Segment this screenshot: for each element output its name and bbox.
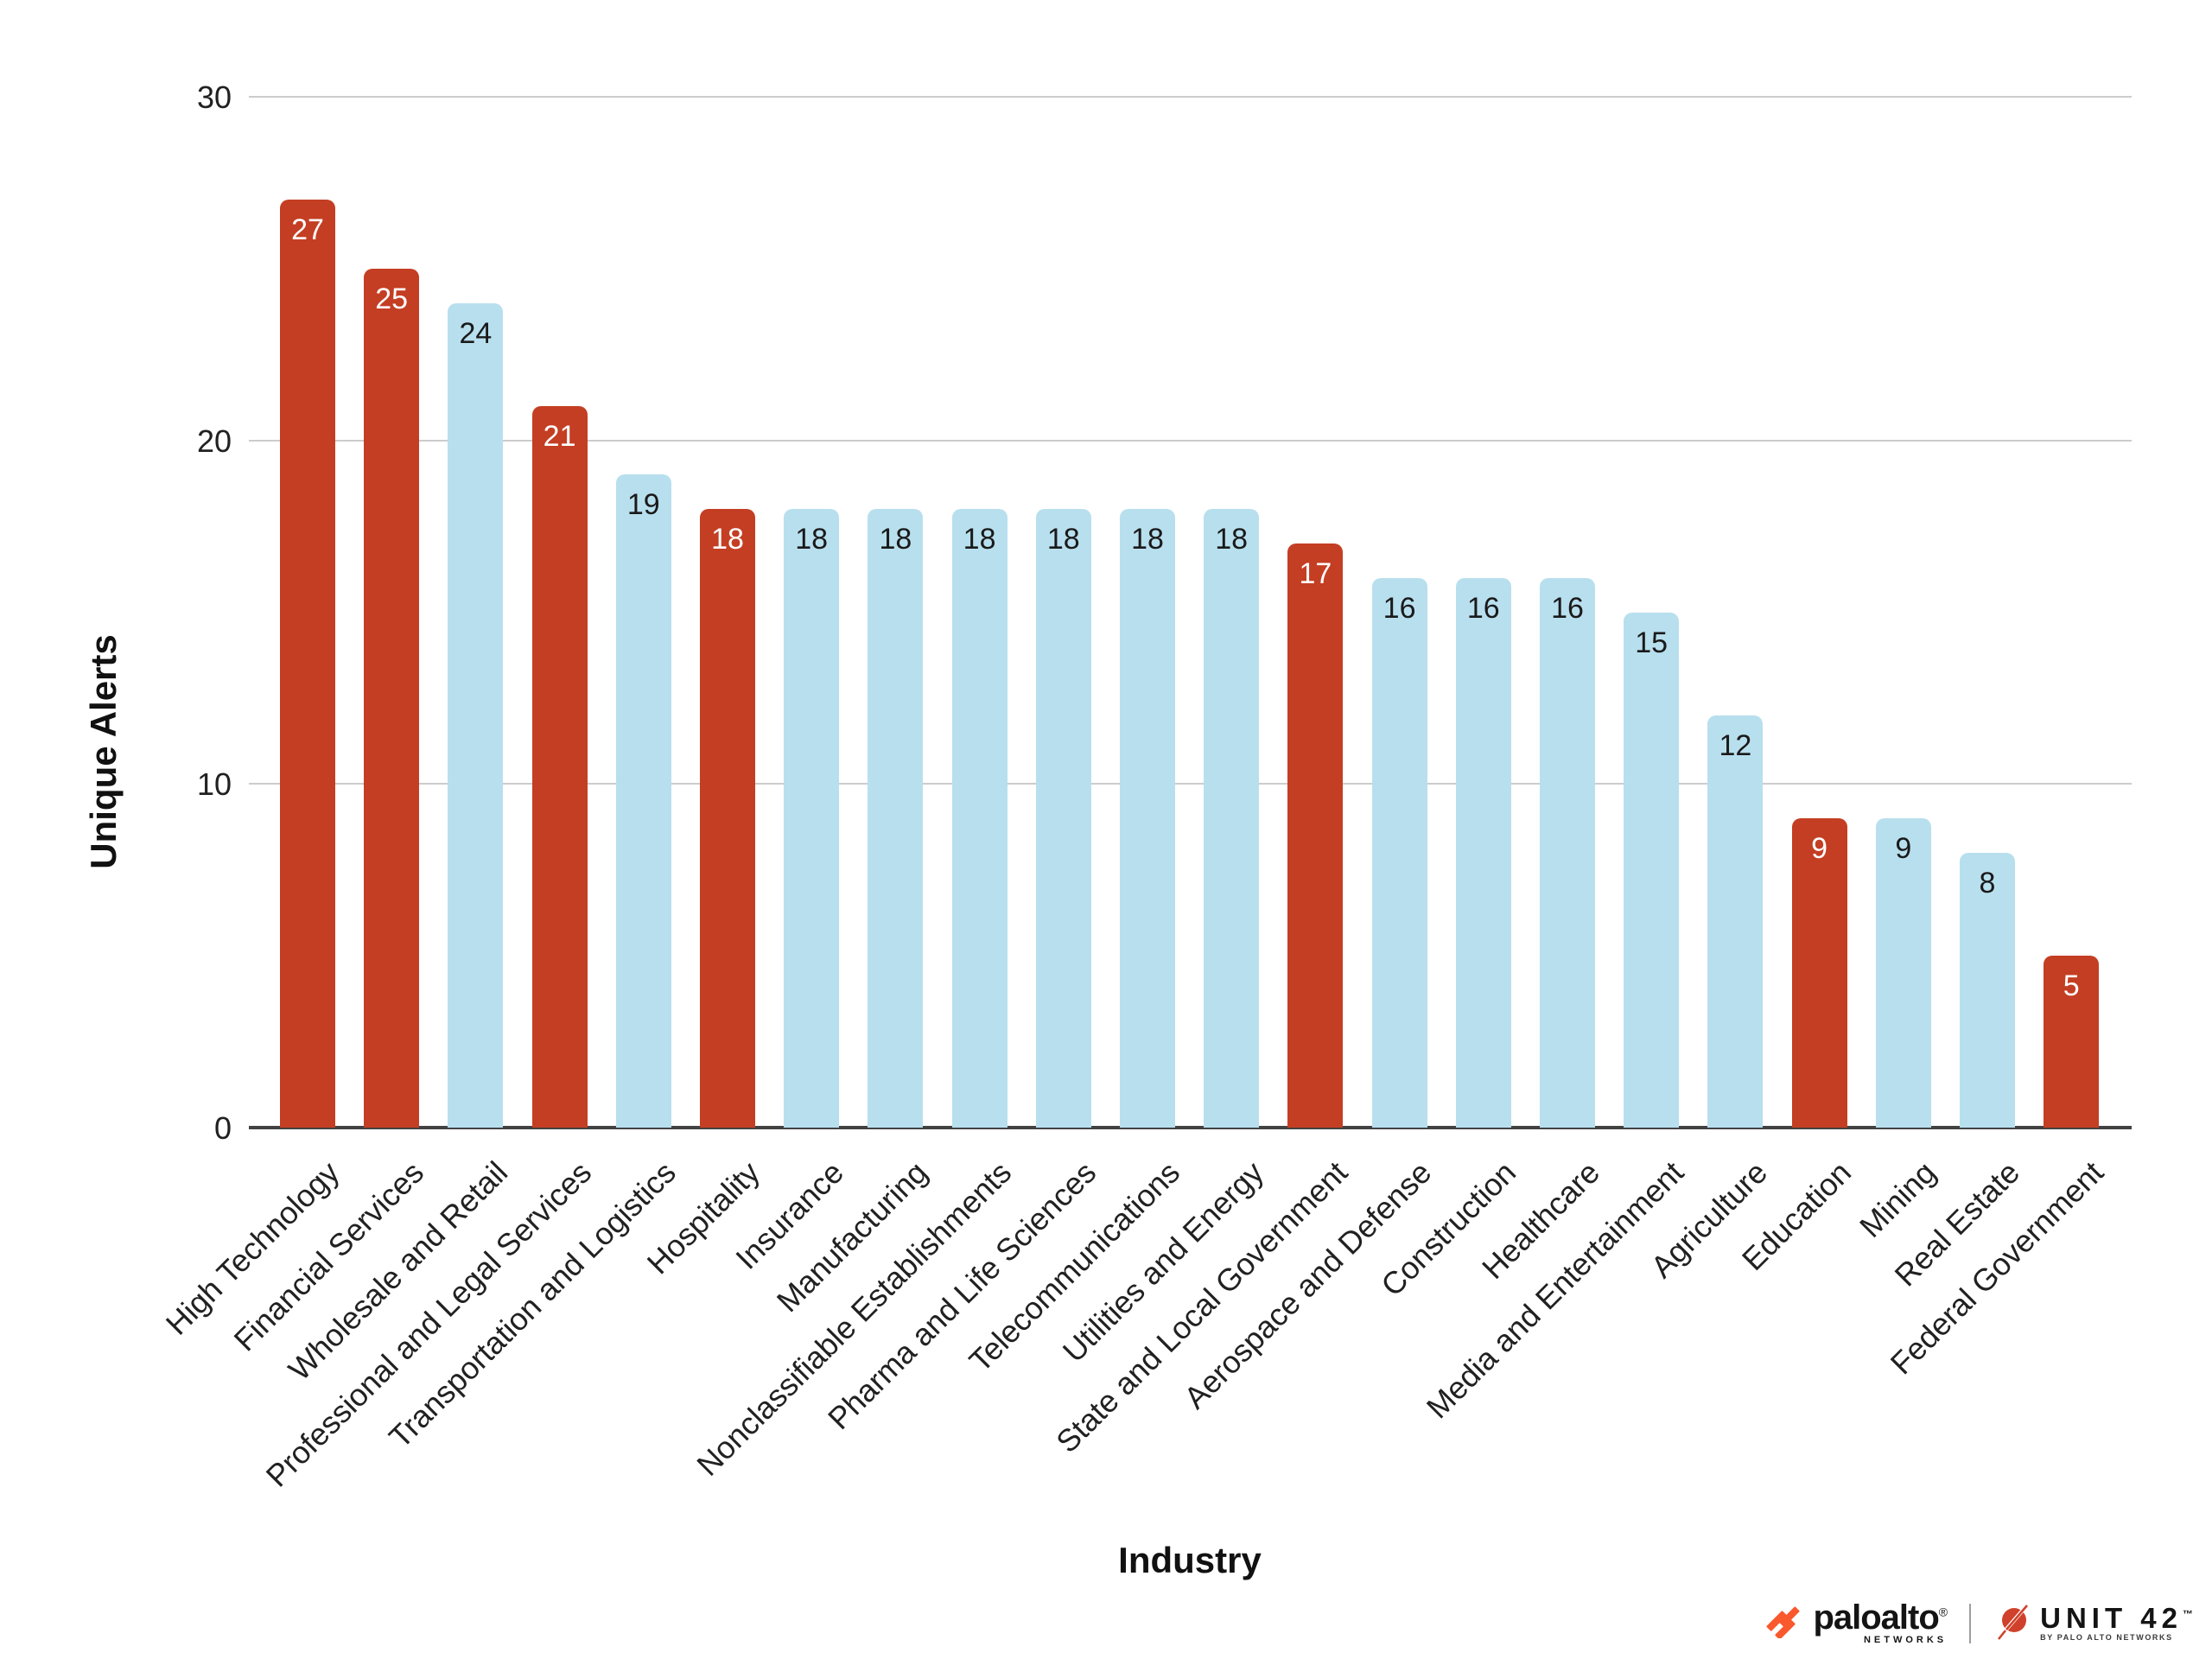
y-tick-label: 0 [213,1110,232,1146]
brand-footer: paloalto® NETWORKS UNIT 42™ BY PALO ALTO… [1766,1598,2193,1645]
bar-value-label: 21 [543,419,576,453]
bar-value-label: 25 [375,282,409,315]
gridline [249,439,2132,442]
bar-manufacturing: 18 [868,509,924,1128]
bar-state-and-local-government: 17 [1287,543,1344,1128]
bar-wholesale-and-retail: 24 [448,302,504,1128]
bar-healthcare: 16 [1540,577,1595,1128]
bar-real-estate: 8 [1960,852,2015,1128]
gridline [249,783,2132,785]
bar-education: 9 [1791,818,1847,1128]
bar-high-technology: 27 [280,200,335,1128]
paloalto-networks-label: NETWORKS [1863,1634,1948,1645]
y-tick-label: 10 [196,766,232,803]
bar-telecommunications: 18 [1120,509,1175,1128]
bar-value-label: 8 [1979,866,1996,899]
y-axis-title: Unique Alerts [83,634,124,869]
x-axis-title: Industry [1118,1540,1262,1580]
bar-value-label: 16 [1551,591,1584,625]
bar-insurance: 18 [784,509,840,1128]
bar-value-label: 5 [2063,969,2080,1003]
bar-value-label: 18 [1046,523,1080,556]
y-tick-label: 20 [196,423,232,459]
registered-mark: ® [1938,1605,1948,1619]
bar-value-label: 16 [1382,591,1416,625]
bar-value-label: 18 [711,523,744,556]
bar-transportation-and-logistics: 19 [615,474,671,1128]
bar-value-label: 18 [963,523,996,556]
paloalto-logo-icon [1766,1604,1804,1643]
bar-professional-and-legal-services: 21 [531,405,588,1128]
bar-aerospace-and-defense: 16 [1371,577,1427,1128]
bar-hospitality: 18 [700,509,755,1128]
x-axis-line [249,1126,2132,1129]
bar-value-label: 15 [1635,626,1669,659]
paloalto-wordmark: paloalto® [1813,1598,1948,1637]
bar-financial-services: 25 [364,268,420,1128]
unit42-wordmark: UNIT 42™ [2040,1602,2193,1635]
bar-construction: 16 [1455,577,1511,1128]
trademark-mark: ™ [2183,1608,2193,1621]
bar-value-label: 9 [1811,832,1828,866]
bar-value-label: 24 [459,316,493,350]
bar-value-label: 18 [1215,523,1249,556]
y-tick-label: 30 [196,79,232,115]
bar-value-label: 9 [1895,832,1912,866]
footer-divider [1969,1603,1972,1643]
bar-value-label: 12 [1719,728,1752,762]
unit42-compass-icon [1993,1601,2033,1645]
bar-utilities-and-energy: 18 [1204,509,1260,1128]
bar-value-label: 18 [1131,523,1164,556]
bar-value-label: 27 [291,213,324,247]
bar-pharma-and-life-sciences: 18 [1035,509,1091,1128]
unit42-logo: UNIT 42™ BY PALO ALTO NETWORKS [1993,1601,2193,1645]
bar-value-label: 17 [1299,556,1332,590]
bar-value-label: 19 [626,488,660,522]
bar-value-label: 18 [879,523,912,556]
bar-value-label: 16 [1466,591,1500,625]
bar-value-label: 18 [795,523,829,556]
bar-federal-government: 5 [2044,956,2100,1128]
bar-agriculture: 12 [1707,715,1764,1128]
bar-media-and-entertainment: 15 [1624,612,1680,1128]
bar-nonclassifiable-establishments: 18 [951,509,1007,1128]
bar-mining: 9 [1875,818,1931,1128]
paloalto-networks-logo: paloalto® NETWORKS [1766,1598,1948,1645]
gridline [249,96,2132,98]
unit42-byline: BY PALO ALTO NETWORKS [2040,1633,2173,1643]
